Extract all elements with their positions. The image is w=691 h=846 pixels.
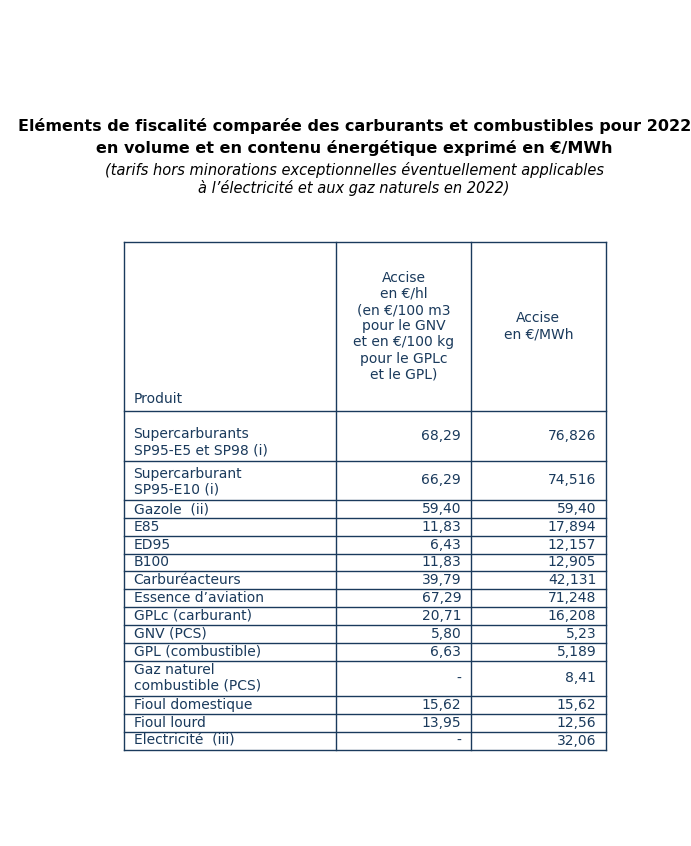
Text: GPL (combustible): GPL (combustible) [133,645,261,659]
Text: 6,63: 6,63 [430,645,461,659]
Text: GNV (PCS): GNV (PCS) [133,627,206,640]
Text: 12,56: 12,56 [556,716,596,730]
Text: Accise
en €/hl
(en €/100 m3
pour le GNV
et en €/100 kg
pour le GPLc
et le GPL): Accise en €/hl (en €/100 m3 pour le GNV … [353,271,454,382]
Text: 5,189: 5,189 [556,645,596,659]
Text: 15,62: 15,62 [422,698,461,712]
Text: en volume et en contenu énergétique exprimé en €/MWh: en volume et en contenu énergétique expr… [96,140,612,156]
Text: Gazole  (ii): Gazole (ii) [133,502,209,516]
Text: Carburéacteurs: Carburéacteurs [133,574,241,587]
Text: B100: B100 [133,556,169,569]
Text: Fioul domestique: Fioul domestique [133,698,252,712]
Text: Produit: Produit [133,392,182,406]
Text: Electricité  (iii): Electricité (iii) [133,733,234,748]
Text: 5,80: 5,80 [430,627,461,640]
Text: 20,71: 20,71 [422,609,461,623]
Text: 59,40: 59,40 [422,502,461,516]
Text: 12,157: 12,157 [548,538,596,552]
Text: Accise
en €/MWh: Accise en €/MWh [504,311,573,341]
Text: -: - [456,733,461,748]
Text: 11,83: 11,83 [422,519,461,534]
Text: Eléments de fiscalité comparée des carburants et combustibles pour 2022: Eléments de fiscalité comparée des carbu… [17,118,691,134]
Text: 74,516: 74,516 [548,474,596,487]
Text: 32,06: 32,06 [557,733,596,748]
Text: -: - [456,672,461,685]
Text: ED95: ED95 [133,538,171,552]
Text: 6,43: 6,43 [430,538,461,552]
Text: Supercarburants
SP95-E5 et SP98 (i): Supercarburants SP95-E5 et SP98 (i) [133,427,267,458]
Text: Fioul lourd: Fioul lourd [133,716,205,730]
Text: 59,40: 59,40 [557,502,596,516]
Text: GPLc (carburant): GPLc (carburant) [133,609,252,623]
Text: (tarifs hors minorations exceptionnelles éventuellement applicables: (tarifs hors minorations exceptionnelles… [104,162,604,179]
Text: 68,29: 68,29 [422,429,461,443]
Text: 8,41: 8,41 [565,672,596,685]
Text: 11,83: 11,83 [422,556,461,569]
Text: 15,62: 15,62 [556,698,596,712]
Text: Gaz naturel
combustible (PCS): Gaz naturel combustible (PCS) [133,662,261,693]
Text: 16,208: 16,208 [548,609,596,623]
Text: 5,23: 5,23 [565,627,596,640]
Text: 39,79: 39,79 [422,574,461,587]
Text: E85: E85 [133,519,160,534]
Text: 67,29: 67,29 [422,591,461,605]
Text: 76,826: 76,826 [548,429,596,443]
Text: Essence d’aviation: Essence d’aviation [133,591,263,605]
Text: 42,131: 42,131 [548,574,596,587]
Text: 66,29: 66,29 [422,474,461,487]
Text: 12,905: 12,905 [548,556,596,569]
Text: 13,95: 13,95 [422,716,461,730]
Text: 17,894: 17,894 [548,519,596,534]
Text: Supercarburant
SP95-E10 (i): Supercarburant SP95-E10 (i) [133,467,242,497]
Text: à l’électricité et aux gaz naturels en 2022): à l’électricité et aux gaz naturels en 2… [198,180,510,196]
Text: 71,248: 71,248 [548,591,596,605]
